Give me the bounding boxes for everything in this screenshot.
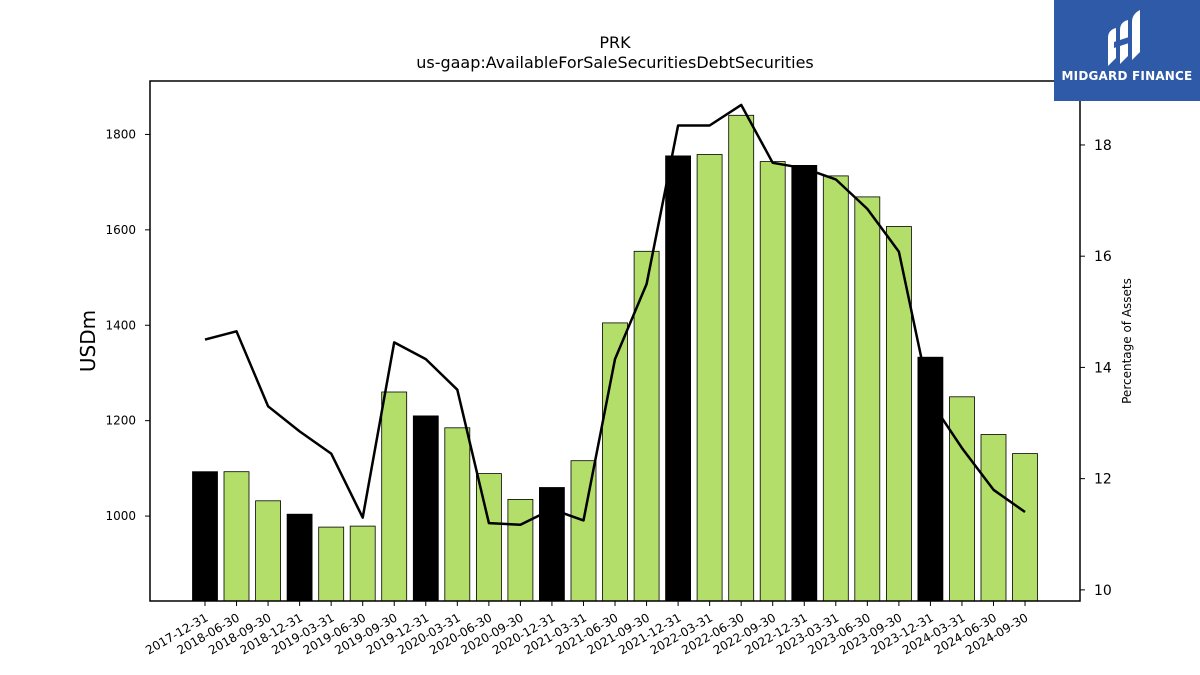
x-axis: 2017-12-312018-06-302018-09-302018-12-31… [143, 601, 1031, 657]
bar-2022-12-31 [791, 164, 818, 602]
midgard-logo-icon [1108, 10, 1140, 66]
bar-2022-03-31 [696, 154, 723, 602]
bar-2018-06-30 [223, 471, 250, 602]
bar-2021-06-30 [602, 322, 628, 602]
bar-2020-03-31 [444, 427, 471, 602]
chart-title: PRK [599, 33, 631, 52]
y-tick-label: 1200 [105, 414, 136, 428]
bar-2021-12-31 [665, 155, 691, 602]
bar-series [192, 114, 1038, 602]
logo-text: MIDGARD FINANCE [1061, 69, 1193, 83]
y2-tick-label: 14 [1094, 360, 1112, 376]
line-series [204, 103, 1026, 527]
bar-2024-06-30 [980, 434, 1007, 602]
y-tick-label: 1800 [105, 127, 136, 141]
y2-tick-label: 12 [1094, 472, 1112, 488]
y2-tick-label: 16 [1094, 249, 1112, 265]
bar-2018-12-31 [286, 513, 313, 602]
bar-2022-09-30 [759, 161, 786, 602]
y-axis-left: 1000 1200 1400 1600 1800 [105, 127, 150, 523]
bar-2019-09-30 [381, 391, 408, 602]
y-tick-label: 1600 [105, 223, 136, 237]
bar-2020-12-31 [539, 487, 565, 602]
y2-axis-label: Percentage of Assets [1120, 278, 1134, 404]
y-tick-label: 1000 [105, 509, 136, 523]
bar-2024-03-31 [949, 396, 975, 602]
bar-2019-06-30 [349, 525, 376, 602]
bar-2023-12-31 [917, 356, 944, 602]
bar-2022-06-30 [728, 114, 755, 602]
bar-2017-12-31 [192, 471, 218, 602]
brand-logo: MIDGARD FINANCE [1054, 0, 1200, 101]
bar-2018-09-30 [255, 500, 282, 602]
bar-2019-12-31 [412, 415, 439, 602]
y-axis-label: USDm [76, 310, 100, 372]
bar-2019-03-31 [318, 526, 345, 602]
bar-2023-03-31 [822, 175, 849, 602]
y-axis-right: 10 12 14 16 18 [1080, 138, 1112, 599]
chart-subtitle: us-gaap:AvailableForSaleSecuritiesDebtSe… [416, 53, 814, 72]
y2-tick-label: 18 [1094, 138, 1112, 154]
bar-2020-06-30 [475, 473, 502, 602]
bar-2020-09-30 [507, 498, 534, 602]
bar-2023-09-30 [886, 226, 912, 602]
y2-tick-label: 10 [1094, 583, 1112, 599]
bar-2024-09-30 [1012, 453, 1038, 602]
bar-2023-06-30 [854, 196, 881, 602]
y-tick-label: 1400 [105, 318, 136, 332]
